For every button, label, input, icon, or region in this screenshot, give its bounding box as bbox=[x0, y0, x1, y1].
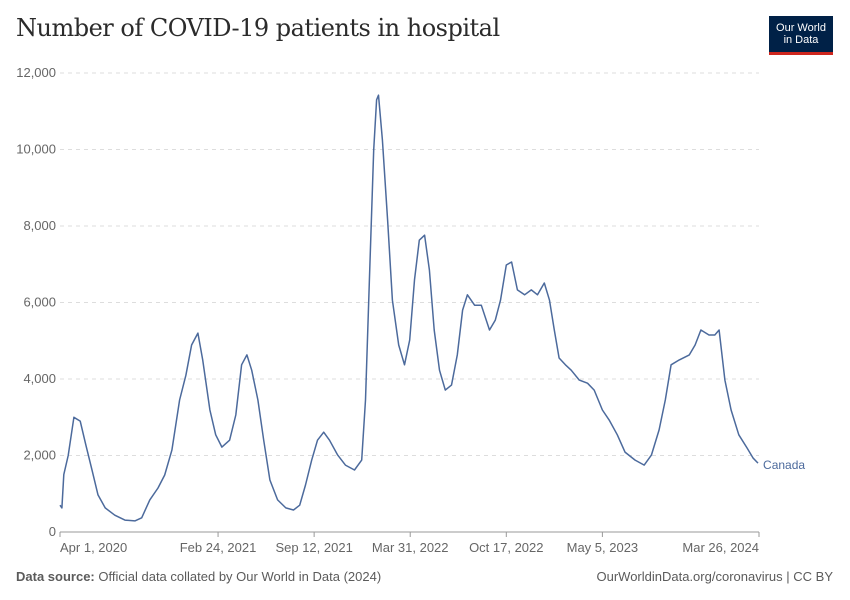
y-tick-label: 8,000 bbox=[23, 218, 56, 233]
line-chart: 0 2,000 4,000 6,000 8,000 10,000 12,000 Apr 1, … bbox=[16, 65, 805, 555]
series-line-canada bbox=[59, 94, 759, 522]
y-tick-label: 10,000 bbox=[16, 142, 56, 157]
owid-logo[interactable]: Our World in Data bbox=[769, 16, 833, 55]
y-tick-label: 12,000 bbox=[16, 65, 56, 80]
x-tick-label: Mar 26, 2024 bbox=[682, 540, 759, 555]
x-tick-label: Oct 17, 2022 bbox=[469, 540, 543, 555]
x-tick-label: Apr 1, 2020 bbox=[60, 540, 127, 555]
y-tick-label: 4,000 bbox=[23, 371, 56, 386]
source-text: Official data collated by Our World in D… bbox=[98, 569, 382, 584]
x-tick-label: Sep 12, 2021 bbox=[275, 540, 352, 555]
chart-title: Number of COVID-19 patients in hospital bbox=[16, 14, 500, 42]
x-tick-label: May 5, 2023 bbox=[567, 540, 639, 555]
source-label: Data source: bbox=[16, 569, 95, 584]
series-label: Canada bbox=[763, 458, 805, 472]
y-tick-label: 6,000 bbox=[23, 295, 56, 310]
x-tick-label: Feb 24, 2021 bbox=[180, 540, 257, 555]
y-tick-label: 0 bbox=[49, 524, 56, 539]
x-tick-label: Mar 31, 2022 bbox=[372, 540, 449, 555]
y-tick-label: 2,000 bbox=[23, 448, 56, 463]
credit-link[interactable]: OurWorldinData.org/coronavirus | CC BY bbox=[596, 569, 833, 584]
data-source: Data source: Official data collated by O… bbox=[16, 569, 381, 584]
logo-line2: in Data bbox=[783, 34, 819, 46]
logo-line1: Our World bbox=[776, 22, 826, 34]
